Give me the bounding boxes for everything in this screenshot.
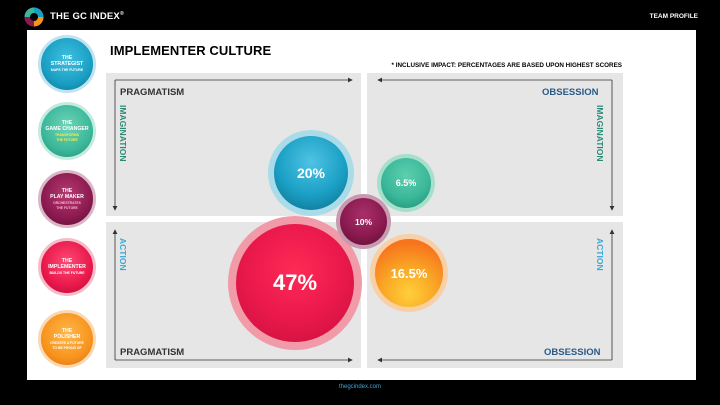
label-bottom-left-action: ACTION <box>118 238 128 271</box>
label-top-left-imagination: IMAGINATION <box>118 105 128 162</box>
inclusive-impact-note: * INCLUSIVE IMPACT: PERCENTAGES ARE BASE… <box>391 62 622 69</box>
role-strategist: THE STRATEGIST MAPS THE FUTURE <box>38 35 96 93</box>
role-game-changer: THE GAME CHANGER TRANSFORMS THE FUTURE <box>38 102 96 160</box>
bubble-game-changer: 6.5% <box>381 158 431 208</box>
label-top-left-pragmatism: PRAGMATISM <box>120 87 185 98</box>
section-title: TEAM PROFILE <box>649 13 698 20</box>
label-top-right-imagination: IMAGINATION <box>595 105 605 162</box>
label-top-right-obsession: OBSESSION <box>542 87 599 98</box>
bubble-implementer: 47% <box>236 224 354 342</box>
bubble-play-maker: 10% <box>340 198 387 245</box>
label-bottom-left-pragmatism: PRAGMATISM <box>120 347 185 358</box>
bubble-polisher: 16.5% <box>375 239 443 307</box>
role-play-maker: THE PLAY MAKER ORCHESTRATES THE FUTURE <box>38 170 96 228</box>
role-implementer: THE IMPLEMENTER BUILDS THE FUTURE <box>38 238 96 296</box>
label-bottom-right-obsession: OBSESSION <box>544 347 601 358</box>
role-polisher: THE POLISHER CREATES A FUTURE TO BE PROU… <box>38 310 96 368</box>
top-bar: THE GC INDEX® TEAM PROFILE <box>0 0 720 30</box>
gc-index-logo-icon <box>24 7 44 27</box>
page-title: IMPLEMENTER CULTURE <box>110 43 272 58</box>
bubble-strategist: 20% <box>274 136 348 210</box>
brand-name: THE GC INDEX® <box>50 11 124 23</box>
footer-link[interactable]: thegcindex.com <box>338 384 382 390</box>
label-bottom-right-action: ACTION <box>595 238 605 271</box>
